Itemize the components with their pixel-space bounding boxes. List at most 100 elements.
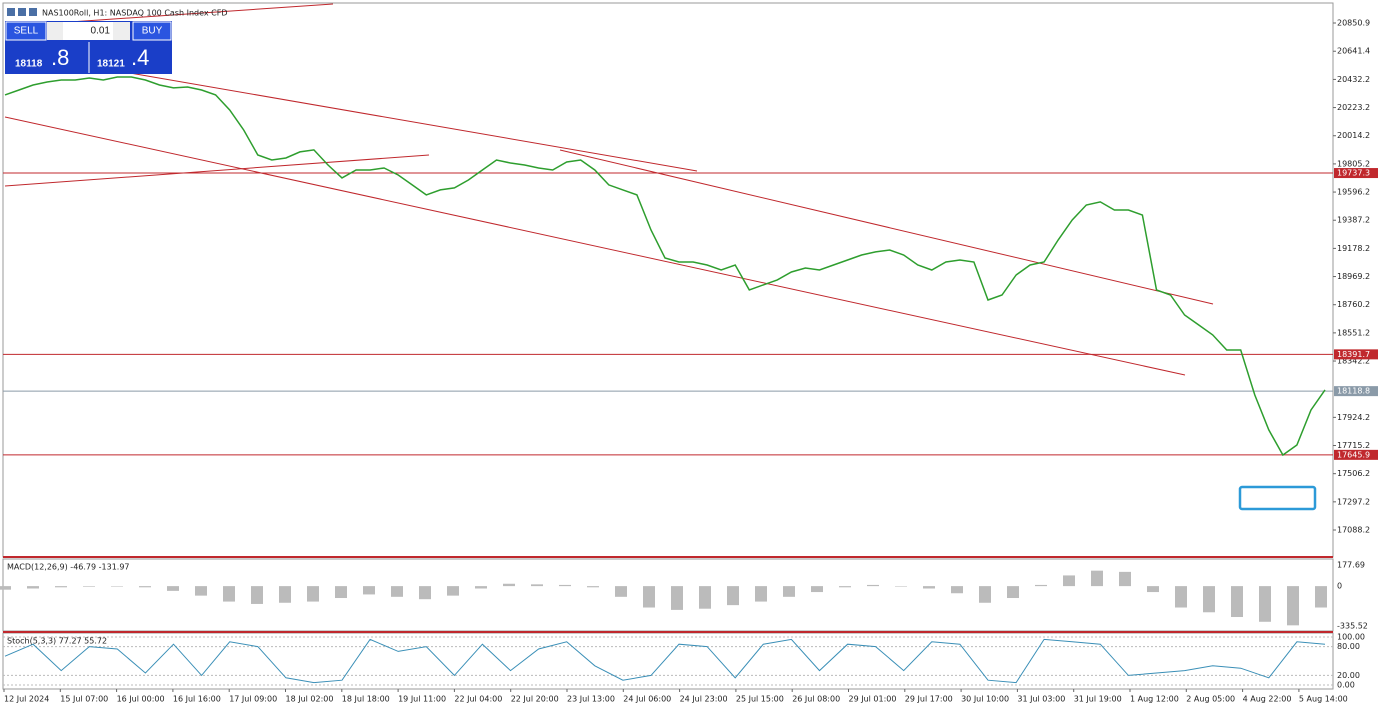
price-tick-label: 19596.2 [1337,188,1370,197]
level-badge [1334,349,1378,360]
macd-bar [1175,586,1187,608]
trade-panel: SELL 0.01 BUY 18118 .8 18121 .4 [5,21,172,74]
macd-bar [587,586,599,588]
price-tick-label: 20432.2 [1337,75,1370,84]
macd-bar [895,586,907,587]
macd-bar [1231,586,1243,618]
macd-bar [1063,575,1075,587]
sell-label: SELL [14,26,39,37]
level-label: 19737.3 [1337,169,1370,178]
macd-bar [1147,586,1159,593]
time-label: 29 Jul 17:00 [905,695,953,704]
macd-bar [699,586,711,609]
price-tick-label: 20014.2 [1337,131,1370,140]
macd-bar [1315,586,1327,608]
macd-bar [615,586,627,597]
time-label: 2 Aug 05:00 [1186,695,1235,704]
macd-bar [279,586,291,603]
time-label: 4 Aug 22:00 [1243,695,1292,704]
macd-bar [727,586,739,606]
time-label: 16 Jul 16:00 [173,695,221,704]
buy-price-small: .4 [131,45,149,70]
macd-bar [447,586,459,596]
buy-price-big: 18121 [97,59,125,70]
sell-price-small: .8 [51,45,69,70]
price-tick-label: 19805.2 [1337,159,1370,168]
macd-bar [0,586,11,590]
trendline [4,116,1186,376]
trendline [69,3,334,23]
level-label: 17645.9 [1337,450,1370,459]
macd-title: MACD(12,26,9) -46.79 -131.97 [7,563,130,572]
buy-button[interactable] [132,21,172,41]
volume-input[interactable] [63,22,113,40]
trendlines [4,3,1214,376]
trendline [129,72,698,172]
price-tick-label: 17088.2 [1337,526,1370,535]
time-label: 26 Jul 08:00 [792,695,840,704]
stoch-tick-label: 100.00 [1337,633,1365,642]
macd-bar [1287,586,1299,626]
time-label: 15 Jul 07:00 [60,695,108,704]
macd-bar [531,584,543,587]
macd-bar [1091,570,1103,587]
level-label: 18391.7 [1337,350,1370,359]
icon [7,8,15,16]
time-label: 5 Aug 14:00 [1299,695,1348,704]
price-tick-label: 17297.2 [1337,497,1370,506]
price-tick-label: 18760.2 [1337,300,1370,309]
macd-bar [139,586,151,588]
macd-bar [167,586,179,591]
time-label: 31 Jul 03:00 [1017,695,1065,704]
macd-bar [1119,571,1131,587]
macd-tick-label: 177.69 [1337,561,1365,570]
icon [18,8,26,16]
buy-label: BUY [142,26,163,37]
macd-bar [223,586,235,602]
stoch-title: Stoch(5,3,3) 77.27 55.72 [7,637,107,646]
time-label: 31 Jul 19:00 [1074,695,1122,704]
time-label: 19 Jul 11:00 [398,695,446,704]
price-tick-label: 18551.2 [1337,328,1370,337]
macd-bar [839,586,851,588]
macd-bar [335,586,347,599]
volume-down[interactable] [47,22,63,40]
stoch-tick-label: 20.00 [1337,671,1360,680]
stoch-tick-label: 0.00 [1337,681,1355,690]
time-label: 24 Jul 23:00 [680,695,728,704]
macd-bar [979,586,991,603]
macd-bar [923,586,935,589]
macd-tick-label: 0 [1337,582,1342,591]
volume-value: 0.01 [91,26,111,37]
time-label: 17 Jul 09:00 [229,695,277,704]
level-badge [1334,449,1378,460]
plot: 20850.9 20641.4 20432.2 20223.2 20014.2 19805… [0,19,1378,704]
price-tick-label: 19178.2 [1337,244,1370,253]
macd-bar [559,584,571,587]
volume-up[interactable] [113,22,130,40]
macd-bar [195,586,207,596]
macd-bar [83,586,95,587]
macd-bar [951,586,963,594]
time-label: 1 Aug 12:00 [1130,695,1179,704]
macd-bar [867,584,879,587]
time-label: 23 Jul 13:00 [567,695,615,704]
price-tick-label: 18969.2 [1337,272,1370,281]
sell-price-big: 18118 [15,59,43,70]
time-label: 30 Jul 10:00 [961,695,1009,704]
macd-bar [1007,586,1019,599]
macd-bar [643,586,655,608]
time-label: 16 Jul 00:00 [117,695,165,704]
macd-bar [783,586,795,597]
stoch-tick-label: 80.00 [1337,642,1360,651]
time-label: 18 Jul 02:00 [286,695,334,704]
sell-button[interactable] [5,21,47,41]
macd-bar [755,586,767,602]
level-label: 18118.8 [1337,387,1370,396]
icon [29,8,37,16]
macd-bar [1203,586,1215,613]
macd-bar [671,586,683,610]
